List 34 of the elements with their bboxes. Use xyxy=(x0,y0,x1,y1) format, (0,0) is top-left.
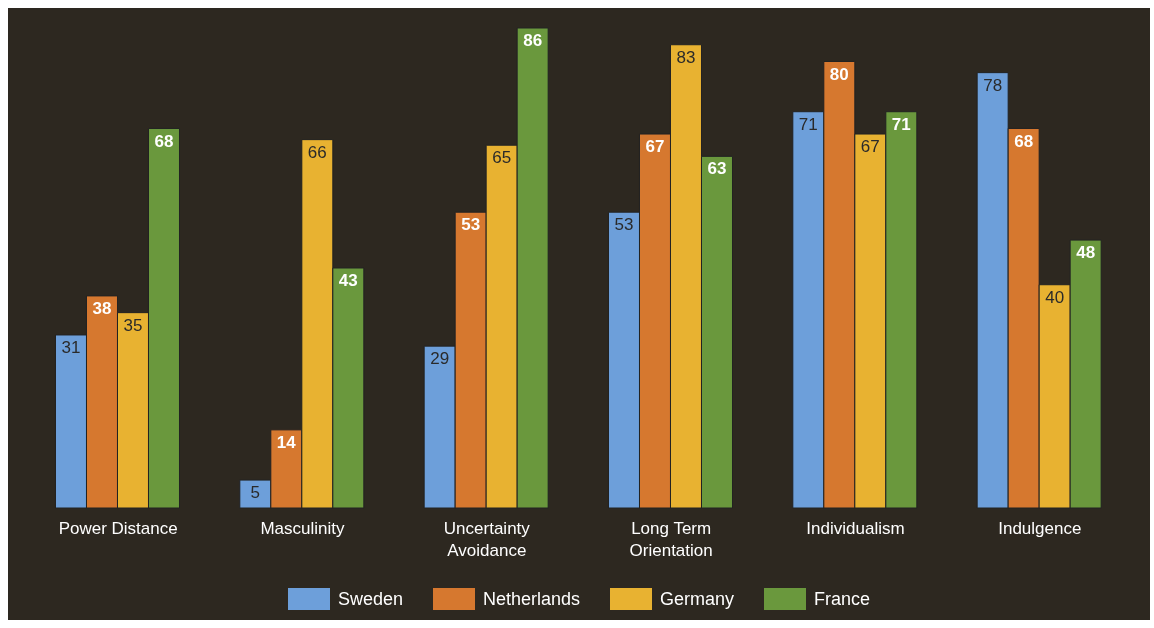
data-label: 31 xyxy=(61,338,81,358)
data-label: 65 xyxy=(492,148,512,168)
data-label: 43 xyxy=(338,271,358,291)
x-tick-label: Power Distance xyxy=(58,519,178,538)
data-label: 67 xyxy=(645,137,665,157)
data-label: 53 xyxy=(461,215,481,235)
legend-label: France xyxy=(814,588,871,610)
data-label: 80 xyxy=(829,64,849,84)
data-label: 83 xyxy=(676,47,696,67)
x-tick-label: Indulgence xyxy=(998,519,1082,538)
data-label: 14 xyxy=(276,432,297,452)
x-tick-label: Masculinity xyxy=(260,519,346,538)
data-label: 68 xyxy=(1014,131,1034,151)
legend-label: Germany xyxy=(660,588,735,610)
x-tick-label: Uncertainty Avoidance xyxy=(443,519,531,560)
data-label: 48 xyxy=(1076,243,1096,263)
data-label: 86 xyxy=(523,31,543,51)
legend-label: Netherlands xyxy=(482,588,581,610)
data-label: 66 xyxy=(307,142,327,162)
data-label: 53 xyxy=(614,215,634,235)
data-label: 40 xyxy=(1045,287,1065,307)
data-label: 38 xyxy=(92,298,112,318)
x-tick-label: Long Term Orientation xyxy=(629,519,713,560)
data-label: 63 xyxy=(707,159,727,179)
data-label: 71 xyxy=(891,114,911,134)
data-label: 78 xyxy=(983,75,1003,95)
legend-label: Sweden xyxy=(337,588,403,610)
data-label: 67 xyxy=(860,137,880,157)
data-label: 68 xyxy=(154,131,174,151)
x-tick-label: Individualism xyxy=(806,519,905,538)
data-label: 71 xyxy=(798,114,818,134)
data-label: 29 xyxy=(430,349,450,369)
data-label: 35 xyxy=(123,315,143,335)
data-label: 5 xyxy=(250,483,261,503)
